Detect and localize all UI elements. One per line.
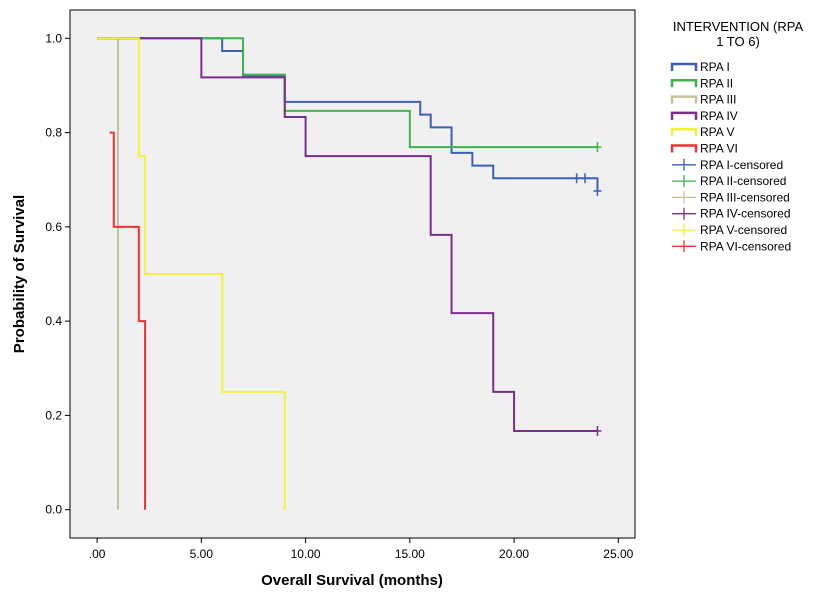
legend-label-rpa-v: RPA V bbox=[700, 125, 734, 139]
legend-label-rpa-ii-censored: RPA II-censored bbox=[700, 174, 786, 188]
x-tick-label: 20.00 bbox=[499, 547, 529, 561]
y-tick-label: 0.6 bbox=[45, 220, 62, 234]
y-tick-label: 0.8 bbox=[45, 126, 62, 140]
x-tick-label: 5.00 bbox=[190, 547, 214, 561]
censor-mark-rpa-i bbox=[593, 186, 602, 197]
legend-swatch-rpa-iii-censored bbox=[672, 191, 696, 204]
legend-label-rpa-i-censored: RPA I-censored bbox=[700, 158, 783, 172]
axis-layer: .00 5.00 10.00 15.00 20.00 25.00 0.0 0.2 0.4 0.6 0… bbox=[45, 31, 633, 561]
censor-layer bbox=[572, 142, 602, 436]
legend-swatch-rpa-iii bbox=[670, 95, 698, 104]
legend-label-rpa-ii: RPA II bbox=[700, 76, 733, 90]
censor-mark-rpa-i bbox=[572, 173, 581, 184]
legend-entries: RPA I RPA II RPA III RPA IV RPA V RPA VI RPA I… bbox=[670, 60, 791, 253]
legend-swatch-rpa-iv-censored bbox=[672, 207, 696, 220]
x-tick-label: .00 bbox=[89, 547, 106, 561]
legend-label-rpa-iii: RPA III bbox=[700, 93, 736, 107]
legend-title-line-1: INTERVENTION (RPA bbox=[673, 19, 804, 34]
censor-mark-rpa-iv bbox=[593, 425, 602, 436]
legend-label-rpa-iv: RPA IV bbox=[700, 109, 738, 123]
legend-label-rpa-i: RPA I bbox=[700, 60, 730, 74]
legend-label-rpa-vi: RPA VI bbox=[700, 142, 738, 156]
x-tick-label: 10.00 bbox=[291, 547, 321, 561]
series-line-rpa-iv bbox=[97, 37, 598, 432]
legend-label-rpa-vi-censored: RPA VI-censored bbox=[700, 239, 791, 253]
x-tick-label: 15.00 bbox=[395, 547, 425, 561]
censor-mark-rpa-ii bbox=[593, 142, 602, 153]
y-tick-label: 0.0 bbox=[45, 503, 62, 517]
legend-label-rpa-v-censored: RPA V-censored bbox=[700, 223, 787, 237]
legend-swatch-rpa-ii bbox=[670, 79, 698, 88]
y-tick-label: 1.0 bbox=[45, 31, 62, 45]
legend-swatch-rpa-ii-censored bbox=[672, 175, 696, 188]
x-tick-label: 25.00 bbox=[603, 547, 633, 561]
censor-mark-rpa-i bbox=[580, 173, 589, 184]
y-tick-label: 0.4 bbox=[45, 314, 62, 328]
y-tick-label: 0.2 bbox=[45, 408, 62, 422]
legend-title-line-2: 1 TO 6) bbox=[716, 34, 760, 49]
legend-swatch-rpa-v-censored bbox=[672, 224, 696, 236]
y-axis-title: Probability of Survival bbox=[11, 195, 28, 353]
series-line-rpa-vi bbox=[109, 131, 147, 510]
legend-swatch-rpa-i bbox=[670, 62, 698, 71]
legend-swatch-rpa-vi bbox=[670, 144, 698, 153]
legend-swatch-rpa-iv bbox=[670, 111, 698, 120]
legend-swatch-rpa-i-censored bbox=[672, 158, 696, 171]
legend-label-rpa-iv-censored: RPA IV-censored bbox=[700, 207, 791, 221]
series-line-rpa-v bbox=[97, 37, 286, 510]
series-layer bbox=[97, 37, 599, 510]
legend-label-rpa-iii-censored: RPA III-censored bbox=[700, 190, 790, 204]
legend-swatch-rpa-vi-censored bbox=[672, 240, 696, 253]
x-axis-title: Overall Survival (months) bbox=[261, 572, 443, 589]
legend-swatch-rpa-v bbox=[670, 127, 698, 137]
